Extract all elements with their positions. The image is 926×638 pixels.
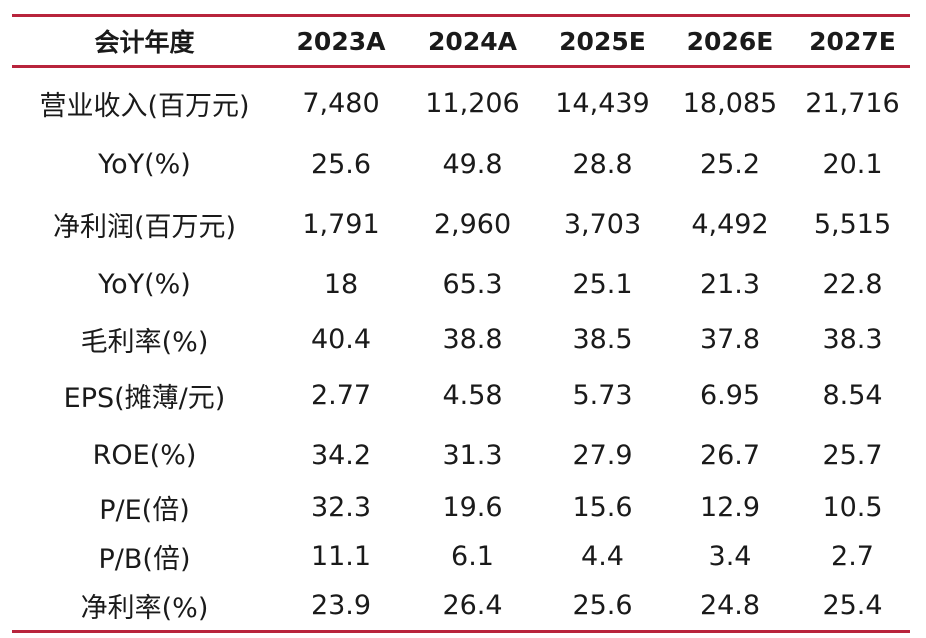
value-cell-y2026e: 18,085 (682, 87, 778, 119)
value-cell-y2027e: 10.5 (822, 492, 883, 523)
table-row: 毛利率(%) 40.4 38.8 38.5 37.8 38.3 (12, 316, 910, 363)
value-cell-y2024a: 26.4 (442, 590, 503, 621)
value-cell-y2026e: 3.4 (708, 540, 752, 572)
table-row: P/E(倍) 32.3 19.6 15.6 12.9 10.5 (12, 484, 910, 531)
value-cell-y2024a: 2,960 (433, 208, 512, 240)
value-cell-y2023a: 1,791 (302, 208, 380, 240)
value-cell-y2027e: 5,515 (813, 208, 892, 240)
row-label-cell: P/B(倍) (98, 543, 191, 575)
row-label-cell: 净利率(%) (80, 593, 209, 624)
financial-forecast-table: 会计年度 2023A 2024A 2025E 2026E 2027E 营业收入(… (12, 14, 910, 633)
value-cell-y2024a: 49.8 (442, 149, 503, 180)
row-label-cell: 毛利率(%) (80, 327, 209, 358)
value-cell-y2023a: 40.4 (310, 324, 372, 355)
table-row: 净利润(百万元) 1,791 2,960 3,703 4,492 5,515 (12, 195, 910, 253)
value-cell-y2023a: 18 (323, 269, 359, 300)
table-body: 营业收入(百万元) 7,480 11,206 14,439 18,085 21,716 Yo… (12, 68, 910, 630)
value-cell-y2025e: 14,439 (555, 87, 650, 119)
value-cell-y2023a: 23.9 (310, 590, 372, 621)
value-cell-y2024a: 19.6 (442, 492, 503, 523)
row-label-cell: EPS(摊薄/元) (63, 382, 226, 414)
header-cell-2026e: 2026E (686, 26, 774, 56)
value-cell-y2027e: 8.54 (822, 379, 883, 411)
header-cell-2025e: 2025E (559, 26, 646, 56)
value-cell-y2027e: 22.8 (822, 269, 883, 300)
value-cell-y2023a: 2.77 (310, 379, 372, 411)
table-header-row: 会计年度 2023A 2024A 2025E 2026E 2027E (12, 17, 910, 65)
value-cell-y2024a: 65.3 (442, 269, 503, 300)
value-cell-y2024a: 31.3 (442, 440, 503, 471)
row-label-cell: ROE(%) (92, 440, 197, 471)
table-row: P/B(倍) 11.1 6.1 4.4 3.4 2.7 (12, 531, 910, 581)
value-cell-y2024a: 11,206 (425, 87, 520, 119)
value-cell-y2025e: 38.5 (572, 324, 633, 355)
header-cell-2023a: 2023A (296, 26, 386, 56)
header-cell-fiscal-year: 会计年度 (94, 28, 195, 57)
header-rule (12, 65, 910, 68)
value-cell-y2026e: 21.3 (699, 269, 761, 300)
value-cell-y2026e: 26.7 (699, 440, 761, 471)
value-cell-y2027e: 25.7 (822, 440, 883, 471)
value-cell-y2025e: 15.6 (572, 492, 633, 523)
value-cell-y2026e: 12.9 (699, 492, 761, 523)
row-label-cell: YoY(%) (98, 149, 191, 180)
row-label-cell: 净利润(百万元) (52, 211, 237, 243)
row-label-cell: YoY(%) (98, 269, 191, 300)
value-cell-y2023a: 34.2 (310, 440, 372, 471)
value-cell-y2025e: 25.6 (572, 590, 633, 621)
table-row: ROE(%) 34.2 31.3 27.9 26.7 25.7 (12, 427, 910, 484)
table-row: YoY(%) 25.6 49.8 28.8 25.2 20.1 (12, 134, 910, 195)
value-cell-y2024a: 4.58 (442, 379, 503, 411)
value-cell-y2023a: 25.6 (310, 149, 372, 180)
value-cell-y2023a: 32.3 (310, 492, 372, 523)
value-cell-y2023a: 11.1 (310, 540, 372, 572)
value-cell-y2024a: 38.8 (442, 324, 503, 355)
table-row: 净利率(%) 23.9 26.4 25.6 24.8 25.4 (12, 581, 910, 630)
value-cell-y2025e: 25.1 (572, 269, 633, 300)
row-label-cell: P/E(倍) (99, 495, 190, 526)
value-cell-y2027e: 2.7 (831, 540, 874, 572)
table-row: 营业收入(百万元) 7,480 11,206 14,439 18,085 21,716 (12, 72, 910, 134)
value-cell-y2026e: 25.2 (699, 149, 761, 180)
value-cell-y2027e: 25.4 (822, 590, 883, 621)
value-cell-y2024a: 6.1 (451, 540, 494, 572)
value-cell-y2026e: 6.95 (699, 379, 761, 411)
value-cell-y2027e: 21,716 (805, 87, 900, 119)
value-cell-y2025e: 28.8 (572, 149, 633, 180)
table-row: EPS(摊薄/元) 2.77 4.58 5.73 6.95 8.54 (12, 363, 910, 427)
table-row: YoY(%) 18 65.3 25.1 21.3 22.8 (12, 253, 910, 316)
row-label-cell: 营业收入(百万元) (39, 90, 250, 122)
value-cell-y2025e: 4.4 (581, 540, 624, 572)
value-cell-y2026e: 24.8 (699, 590, 761, 621)
header-cell-2024a: 2024A (428, 26, 517, 56)
header-cell-2027e: 2027E (809, 26, 896, 56)
value-cell-y2027e: 38.3 (822, 324, 883, 355)
top-rule (12, 14, 910, 17)
value-cell-y2025e: 5.73 (572, 379, 633, 411)
value-cell-y2026e: 37.8 (699, 324, 761, 355)
bottom-rule (12, 630, 910, 633)
value-cell-y2023a: 7,480 (302, 87, 380, 119)
value-cell-y2027e: 20.1 (822, 149, 883, 180)
value-cell-y2025e: 27.9 (572, 440, 633, 471)
value-cell-y2026e: 4,492 (691, 208, 769, 240)
value-cell-y2025e: 3,703 (563, 208, 642, 240)
